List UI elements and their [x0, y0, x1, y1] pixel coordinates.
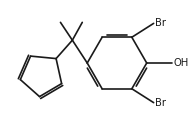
Text: Br: Br [155, 98, 166, 108]
Text: Br: Br [155, 18, 166, 28]
Text: OH: OH [173, 58, 189, 68]
